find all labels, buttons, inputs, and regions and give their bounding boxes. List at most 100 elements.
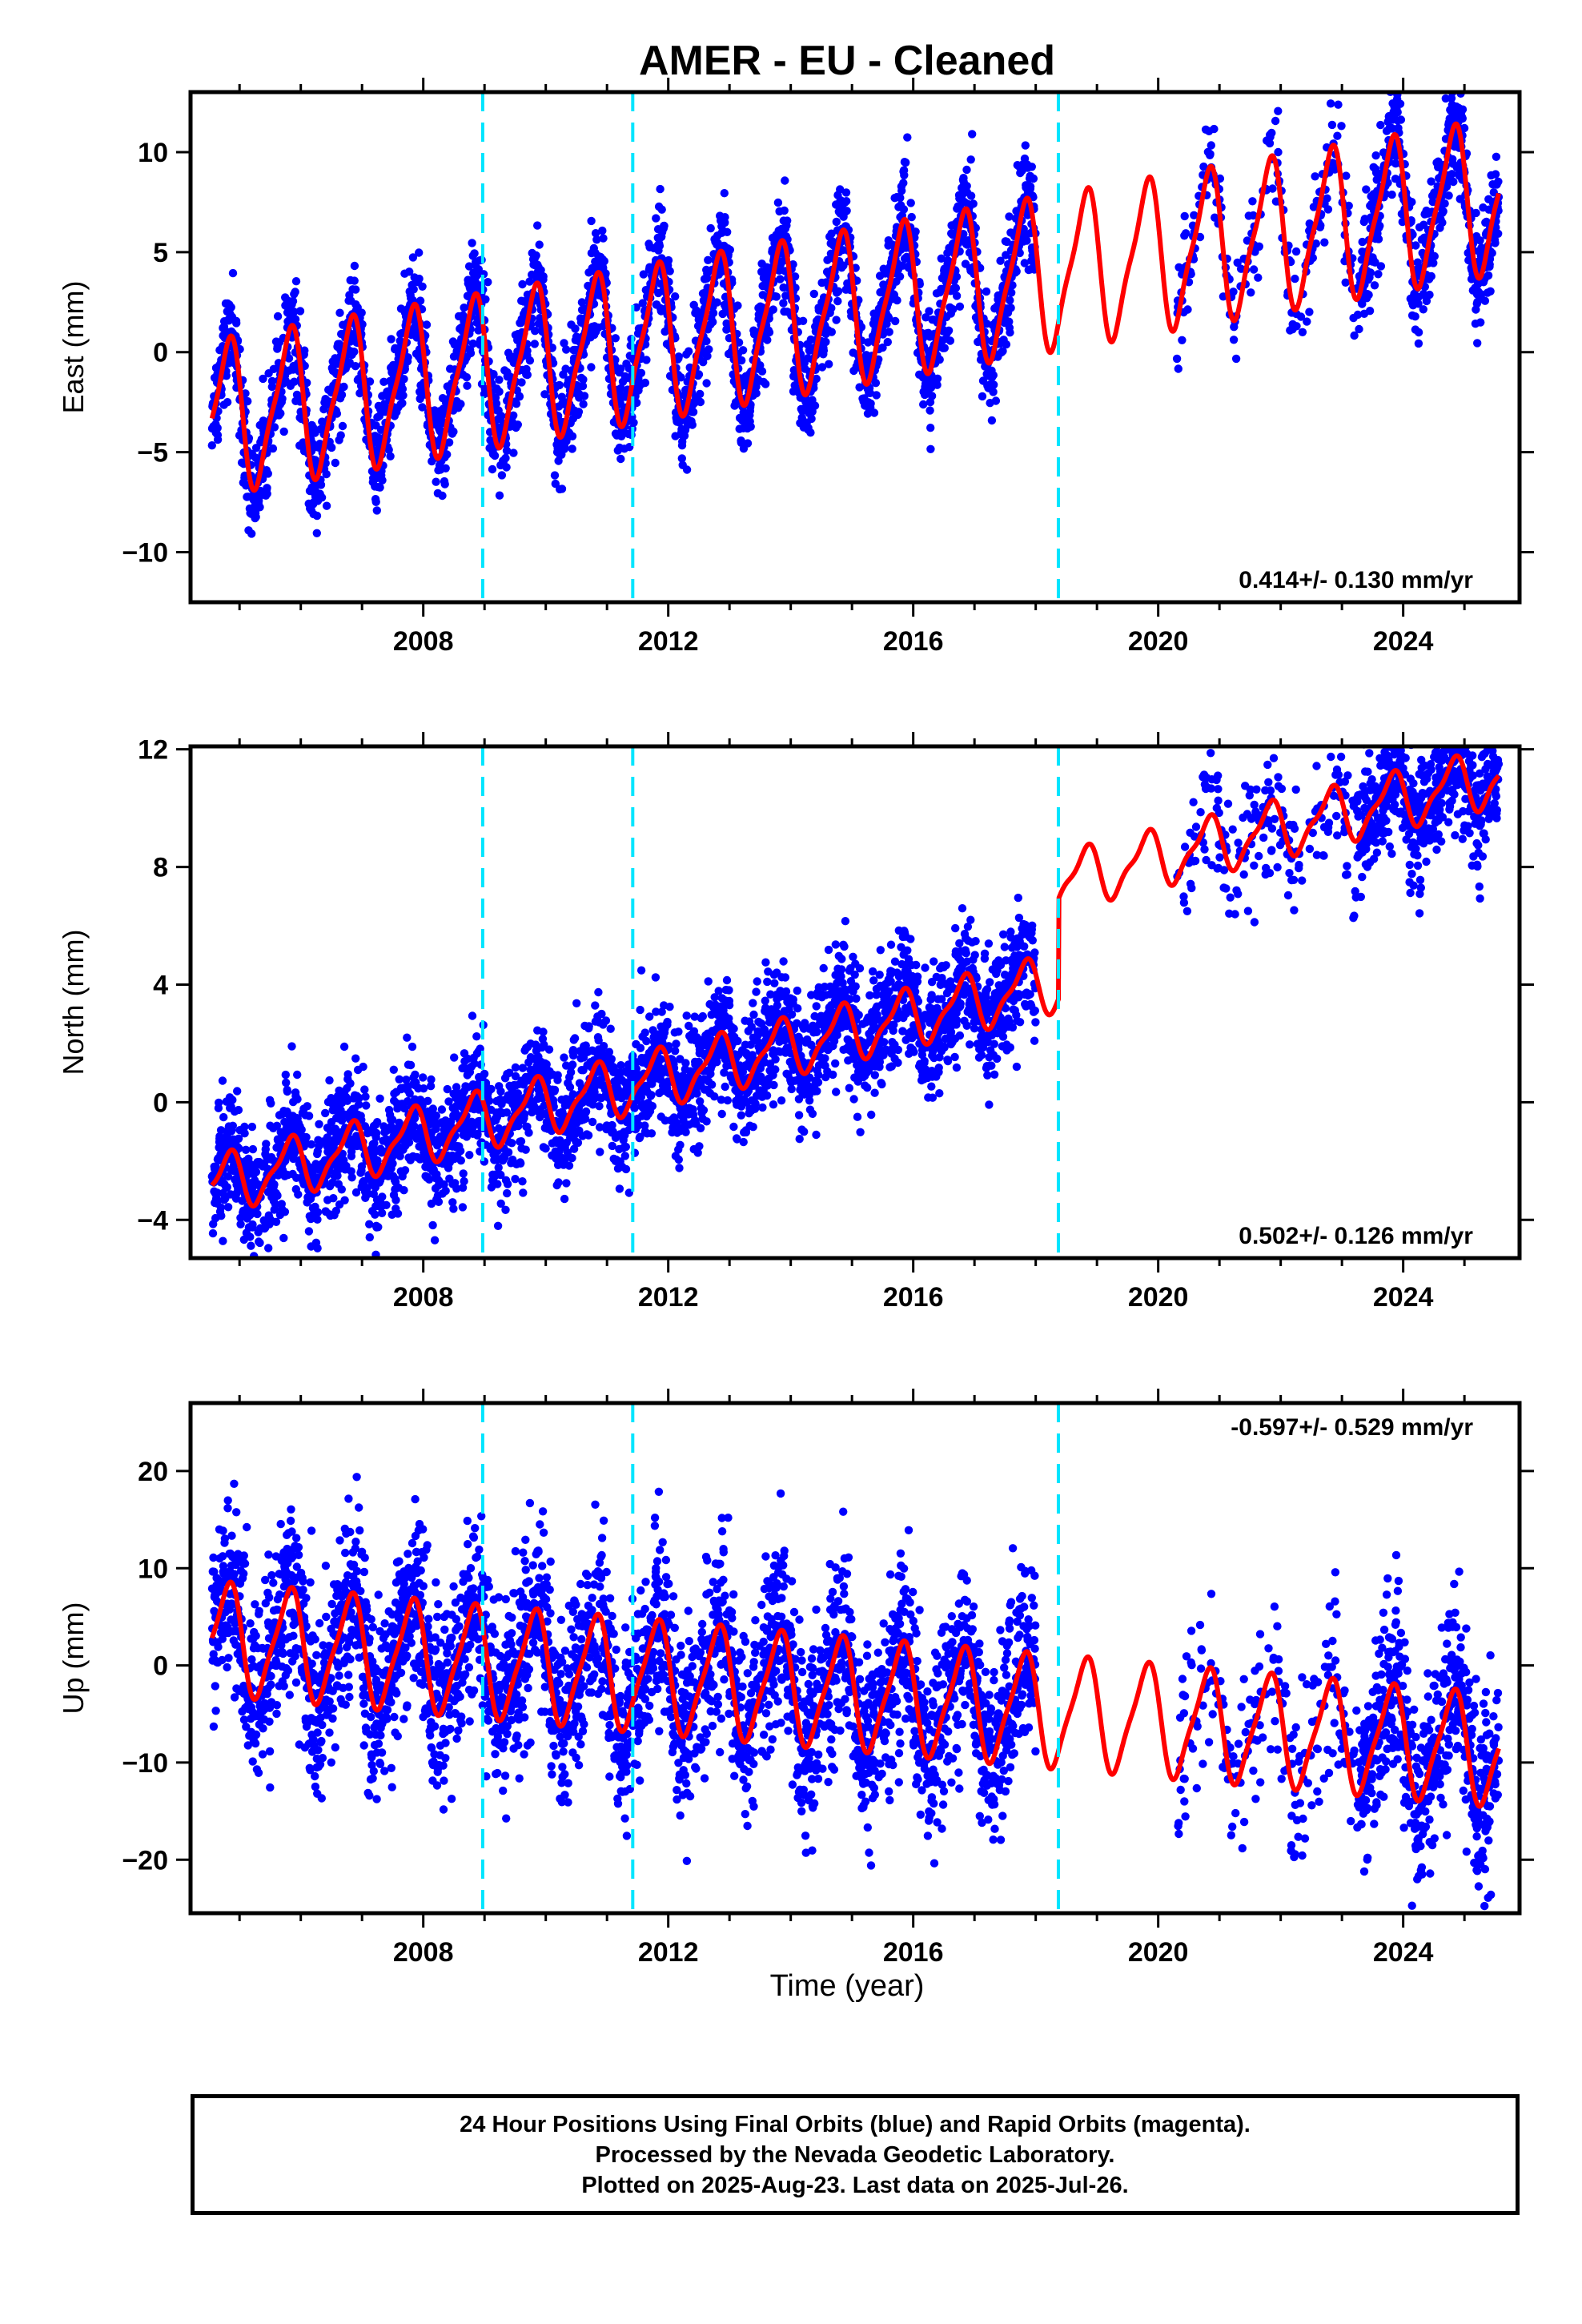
data-point (213, 435, 223, 444)
data-point (772, 292, 781, 301)
data-point (1458, 114, 1468, 123)
data-point (281, 1070, 290, 1080)
data-point (331, 458, 339, 468)
data-point (441, 1186, 450, 1196)
data-point (259, 374, 267, 384)
data-point (899, 179, 908, 187)
data-point (217, 1212, 226, 1220)
data-point (560, 339, 568, 348)
data-point (903, 133, 912, 142)
data-point (587, 363, 596, 372)
data-point (1026, 182, 1035, 191)
data-point (657, 205, 666, 214)
data-point (1411, 241, 1420, 250)
data-point (458, 1203, 468, 1212)
x-tick-label: 2012 (638, 626, 699, 657)
data-point (325, 1076, 334, 1085)
data-point (1427, 271, 1436, 281)
data-point (468, 1011, 477, 1020)
data-point (466, 348, 476, 358)
data-point (841, 188, 851, 197)
data-point (463, 381, 472, 390)
data-point (279, 427, 288, 436)
data-point (926, 424, 935, 432)
data-point (807, 414, 816, 424)
data-point (640, 378, 650, 388)
data-point (674, 352, 683, 361)
data-point (523, 346, 532, 356)
data-point (208, 1228, 218, 1238)
data-point (1249, 265, 1259, 274)
data-point (1271, 116, 1280, 126)
data-point (1476, 318, 1485, 327)
data-point (1395, 99, 1405, 108)
data-point (270, 423, 279, 432)
data-point (568, 432, 577, 440)
data-point (866, 399, 875, 408)
data-point (616, 384, 625, 393)
data-point (247, 1286, 255, 1294)
data-point (518, 279, 527, 289)
data-point (1370, 281, 1379, 290)
data-point (377, 1208, 387, 1218)
data-point (1458, 105, 1468, 114)
data-point (391, 1196, 400, 1204)
data-point (671, 432, 680, 440)
data-point (362, 1101, 371, 1110)
data-point (488, 464, 497, 474)
data-point (1254, 273, 1263, 282)
data-point (578, 381, 588, 391)
data-point (713, 298, 721, 307)
data-point (1473, 339, 1482, 348)
data-point (664, 255, 673, 265)
data-point (400, 1166, 410, 1175)
data-point (1374, 270, 1383, 279)
data-point (276, 409, 285, 418)
data-point (321, 1108, 330, 1118)
data-point (1371, 151, 1380, 160)
data-point (361, 1092, 370, 1101)
data-point (315, 1120, 323, 1129)
data-point (371, 497, 380, 506)
data-point (1311, 172, 1319, 181)
data-point (530, 340, 539, 348)
data-point (517, 378, 526, 387)
data-point (378, 476, 387, 485)
data-point (601, 269, 610, 278)
data-point (616, 454, 625, 464)
data-point (577, 298, 587, 307)
data-point (718, 309, 727, 319)
data-point (1247, 288, 1255, 297)
data-point (393, 1209, 403, 1218)
data-point (951, 283, 961, 292)
data-point (268, 444, 278, 453)
data-point (533, 221, 542, 230)
data-point (223, 1183, 231, 1192)
data-point (955, 302, 965, 311)
data-point (832, 316, 841, 324)
data-point (598, 226, 607, 235)
data-point (600, 256, 608, 266)
data-point (360, 1085, 369, 1094)
data-point (295, 307, 305, 316)
data-point (757, 367, 767, 376)
data-point (312, 529, 321, 537)
data-point (574, 408, 584, 416)
data-point (358, 320, 367, 329)
data-point (1323, 205, 1333, 214)
data-point (509, 448, 518, 457)
data-point (416, 296, 425, 305)
data-point (387, 335, 396, 344)
data-point (689, 408, 698, 416)
data-point (372, 506, 381, 515)
data-point (1334, 100, 1343, 109)
data-point (944, 326, 954, 335)
data-point (216, 1203, 226, 1212)
data-point (302, 1132, 311, 1142)
data-point (1491, 239, 1500, 247)
data-point (432, 477, 440, 486)
data-point (809, 289, 818, 299)
data-point (372, 1128, 381, 1138)
data-point (539, 272, 548, 281)
data-point (267, 376, 277, 386)
